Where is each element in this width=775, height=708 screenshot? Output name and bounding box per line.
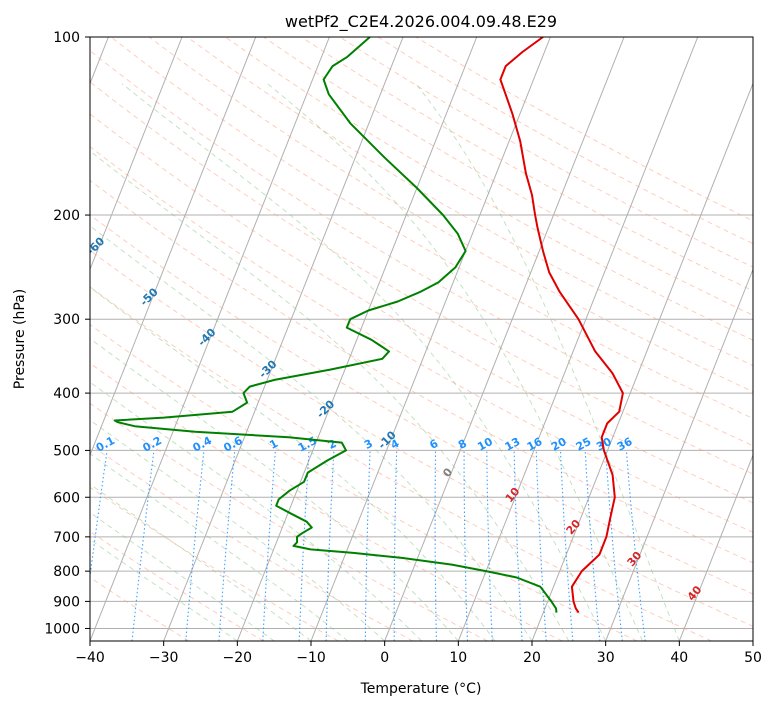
dry-adiabat-line (90, 323, 638, 641)
dry-adiabat-line (90, 249, 753, 627)
dry-adiabat-line (263, 37, 753, 316)
dry-adiabat-line (90, 531, 264, 641)
moist-adiabat-line (90, 225, 533, 641)
x-tick-label: 0 (380, 650, 389, 666)
dry-adiabat-line (90, 146, 753, 533)
background-lines (90, 37, 753, 641)
y-tick-label: 200 (53, 208, 80, 224)
mixing-ratio-line (625, 450, 646, 641)
moist-adiabat-line (90, 286, 496, 641)
temperature-profile-line (499, 37, 624, 614)
dry-adiabat-line (90, 362, 563, 641)
y-tick-label: 100 (53, 30, 80, 46)
dry-adiabat-line (186, 37, 753, 367)
y-tick-label: 400 (53, 386, 80, 402)
y-tick-label: 300 (53, 312, 80, 328)
isotherm-line (531, 82, 753, 641)
x-tick-label: 50 (744, 650, 762, 666)
isotherm-line (90, 37, 183, 271)
mixing-ratio-label: 20 (549, 435, 569, 454)
isotherm-line (457, 37, 699, 641)
mixing-ratio-line (131, 450, 155, 641)
y-tick-label: 900 (53, 594, 80, 610)
profiles (113, 37, 624, 614)
mixing-ratio-label: 13 (503, 435, 523, 454)
plot-frame (89, 36, 754, 642)
mixing-ratio-label: 16 (525, 435, 545, 454)
y-tick-label: 700 (53, 530, 80, 546)
dry-adiabat-line (90, 81, 753, 475)
mixing-ratio-line (605, 450, 623, 641)
x-tick-label: −40 (75, 650, 105, 666)
dry-adiabat-line (90, 402, 488, 641)
moist-adiabat-line (121, 83, 607, 641)
moist-adiabat-line (90, 381, 422, 641)
dry-adiabat-line (90, 486, 339, 641)
x-tick-label: 20 (523, 650, 541, 666)
moist-adiabat-line (90, 150, 570, 641)
mixing-ratio-label: 30 (594, 435, 614, 454)
x-tick-label: −20 (223, 650, 253, 666)
mixing-ratio-label: 25 (574, 435, 594, 454)
isotherm-line (384, 37, 625, 641)
y-axis-label: Pressure (hPa) (12, 289, 28, 389)
dry-adiabat-line (110, 37, 753, 419)
dry-adiabat-line (90, 113, 753, 504)
isotherm-line (605, 267, 753, 641)
y-tick-label: 800 (53, 564, 80, 580)
dry-adiabat-line (301, 37, 753, 292)
isotherm-line (752, 639, 753, 641)
axes: −40 −30 −20 −10 0 10 20 30 40 50 100 200 300 400 500 60… (44, 30, 762, 666)
isotherm-line (90, 37, 257, 457)
moist-adiabat-line (90, 338, 459, 641)
moist-adiabat-line (90, 419, 385, 641)
isotherm-label: -70 (30, 185, 53, 208)
y-tick-label: 1000 (44, 622, 80, 638)
x-tick-label: 10 (449, 650, 467, 666)
y-tick-label: 500 (53, 443, 80, 459)
x-axis-label: Temperature (°C) (360, 681, 482, 697)
dry-adiabat-line (225, 37, 753, 341)
dewpoint-profile-line (113, 37, 558, 613)
mixing-ratio-label: 10 (475, 435, 495, 454)
x-tick-label: 30 (597, 650, 615, 666)
mixing-ratio-label: 36 (615, 435, 635, 454)
isotherm-line (236, 37, 478, 641)
dry-adiabat-line (90, 179, 753, 564)
dry-adiabat-line (90, 286, 712, 641)
mixing-ratio-line (90, 450, 108, 581)
moist-adiabat-line (415, 83, 680, 641)
y-tick-label: 600 (53, 490, 80, 506)
x-tick-label: −30 (149, 650, 179, 666)
x-tick-label: −10 (296, 650, 326, 666)
x-tick-label: 40 (670, 650, 688, 666)
chart-title: wetPf2_C2E4.2026.004.09.48.E29 (285, 12, 557, 32)
plot-background (90, 37, 753, 641)
moist-adiabat-line (90, 453, 349, 641)
moist-adiabat-line (90, 538, 238, 641)
isotherm-line (163, 37, 404, 641)
moist-adiabat-line (267, 83, 643, 641)
isotherm-line (678, 453, 753, 641)
mixing-ratio-line (185, 450, 205, 641)
